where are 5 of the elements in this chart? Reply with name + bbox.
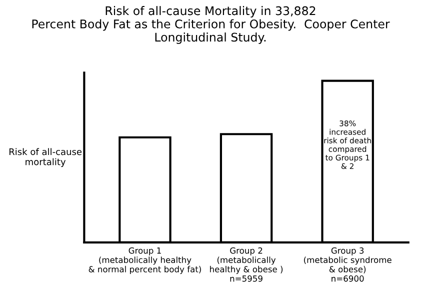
x-tick-label: Group 1 (metabolically healthy & normal percent body fat) — [88, 247, 201, 274]
x-tick-label: Group 3 (metabolic syndrome & obese) n=6900 — [304, 247, 392, 282]
y-axis-title: Risk of all-cause mortality — [9, 148, 82, 167]
x-tick-label: Group 2 (metabolically healthy & obese ) n=5959 — [210, 247, 283, 282]
chart-title: Risk of all-cause Mortality in 33,882 Percent Body Fat as the Criterion for Obesity. Cooper Center Longitudinal Study. — [32, 6, 390, 44]
